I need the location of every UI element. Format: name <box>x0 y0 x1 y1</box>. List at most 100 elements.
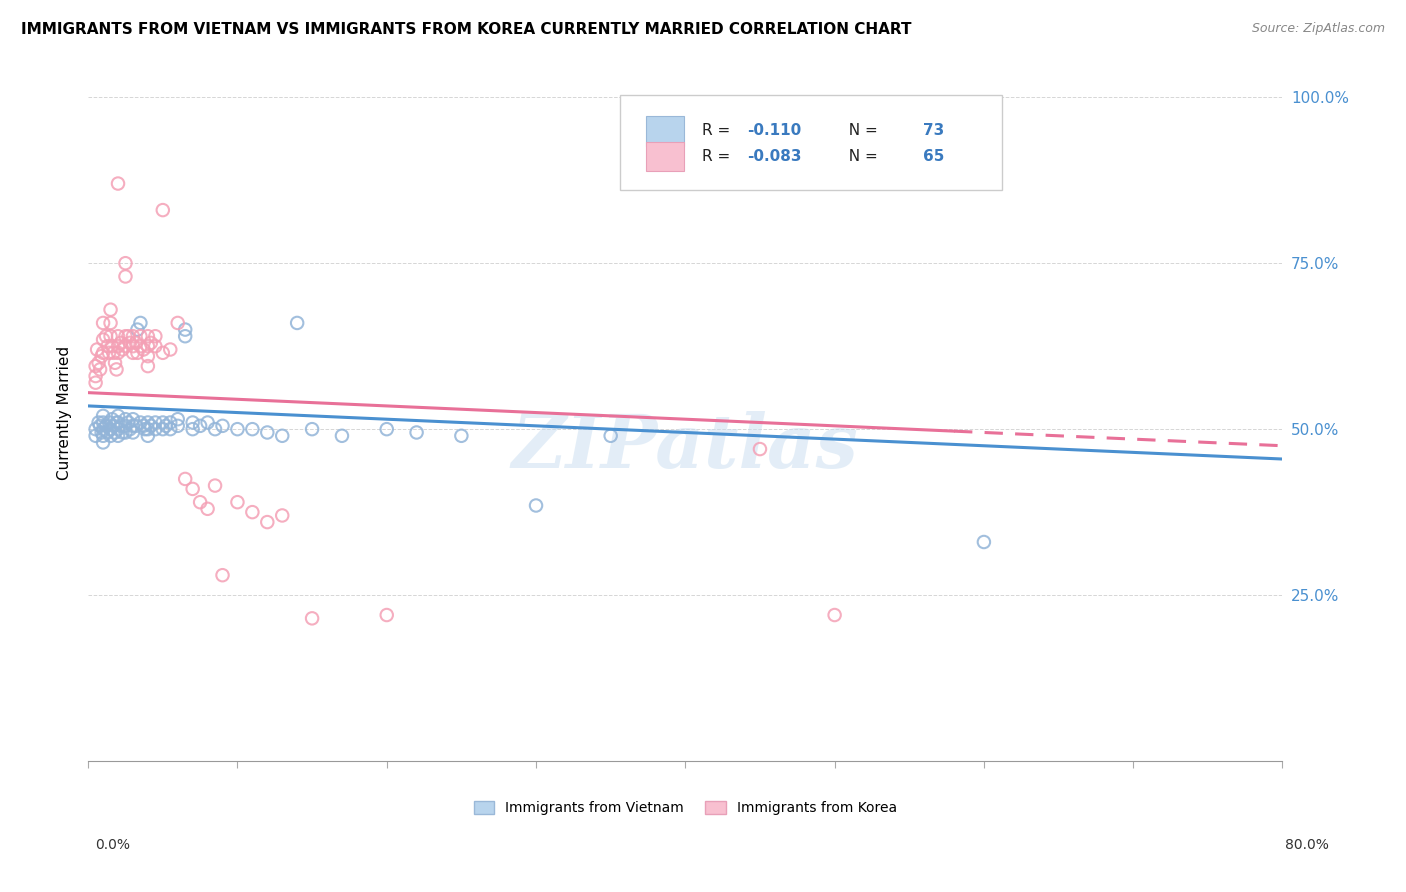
Point <box>174 329 197 343</box>
Point <box>104 356 127 370</box>
Point <box>114 418 136 433</box>
Point <box>107 416 129 430</box>
Text: Source: ZipAtlas.com: Source: ZipAtlas.com <box>1251 22 1385 36</box>
Text: 65: 65 <box>922 149 945 164</box>
Point <box>330 429 353 443</box>
Y-axis label: Currently Married: Currently Married <box>58 345 72 480</box>
Point <box>90 425 112 440</box>
Point <box>152 416 174 430</box>
Point <box>122 339 145 353</box>
Point <box>129 416 152 430</box>
Point <box>114 329 136 343</box>
Point <box>91 422 114 436</box>
Point <box>271 508 294 523</box>
Point <box>84 359 107 373</box>
Point <box>117 329 139 343</box>
Point <box>84 376 107 390</box>
Point <box>104 425 127 440</box>
Point <box>89 418 111 433</box>
Point <box>152 346 174 360</box>
Point <box>91 429 114 443</box>
Point <box>114 412 136 426</box>
Point <box>240 422 263 436</box>
Point <box>166 418 188 433</box>
Point <box>143 329 166 343</box>
Text: N =: N = <box>839 123 883 138</box>
Text: -0.110: -0.110 <box>748 123 801 138</box>
Point <box>122 418 145 433</box>
Point <box>91 333 114 347</box>
Point <box>98 346 121 360</box>
Point <box>174 322 197 336</box>
Point <box>129 329 152 343</box>
Point <box>139 418 162 433</box>
Point <box>136 359 159 373</box>
Point <box>105 416 128 430</box>
Point <box>114 425 136 440</box>
FancyBboxPatch shape <box>645 142 685 171</box>
Point <box>159 343 181 357</box>
Point <box>107 339 129 353</box>
Point <box>181 416 204 430</box>
Legend: Immigrants from Vietnam, Immigrants from Korea: Immigrants from Vietnam, Immigrants from… <box>474 801 897 815</box>
FancyBboxPatch shape <box>620 95 1002 189</box>
Point <box>226 422 249 436</box>
Point <box>211 568 233 582</box>
Point <box>107 409 129 423</box>
Text: 80.0%: 80.0% <box>1285 838 1329 852</box>
Point <box>84 429 107 443</box>
Point <box>166 316 188 330</box>
Point <box>211 418 233 433</box>
Point <box>136 349 159 363</box>
Point <box>122 329 145 343</box>
Point <box>89 362 111 376</box>
Point <box>107 346 129 360</box>
Point <box>111 343 134 357</box>
Text: -0.083: -0.083 <box>748 149 801 164</box>
Point <box>152 203 174 218</box>
Point <box>100 316 122 330</box>
Point <box>100 302 122 317</box>
Point <box>110 418 132 433</box>
Point <box>91 409 114 423</box>
Point <box>107 422 129 436</box>
Point <box>197 416 219 430</box>
Point <box>143 416 166 430</box>
Point <box>97 339 120 353</box>
Point <box>103 418 125 433</box>
Point <box>129 339 152 353</box>
Point <box>94 418 117 433</box>
Point <box>450 429 472 443</box>
Point <box>256 425 278 440</box>
Point <box>174 472 197 486</box>
Point <box>91 316 114 330</box>
Point <box>111 425 134 440</box>
Point <box>87 356 110 370</box>
Point <box>91 346 114 360</box>
Point <box>301 422 323 436</box>
Point <box>129 316 152 330</box>
Point <box>204 478 226 492</box>
Point <box>107 429 129 443</box>
Point <box>301 611 323 625</box>
Point <box>159 422 181 436</box>
Point <box>599 429 621 443</box>
Point <box>256 515 278 529</box>
FancyBboxPatch shape <box>645 116 685 145</box>
Point <box>103 346 125 360</box>
Point <box>127 322 149 336</box>
Point <box>271 429 294 443</box>
Point <box>114 339 136 353</box>
Point <box>139 335 162 350</box>
Point <box>285 316 308 330</box>
Point <box>101 339 124 353</box>
Point <box>114 256 136 270</box>
Point <box>122 412 145 426</box>
Point <box>97 425 120 440</box>
Point <box>188 495 211 509</box>
Point <box>375 607 398 622</box>
Point <box>101 412 124 426</box>
Point <box>143 422 166 436</box>
Point <box>136 329 159 343</box>
Point <box>155 418 177 433</box>
